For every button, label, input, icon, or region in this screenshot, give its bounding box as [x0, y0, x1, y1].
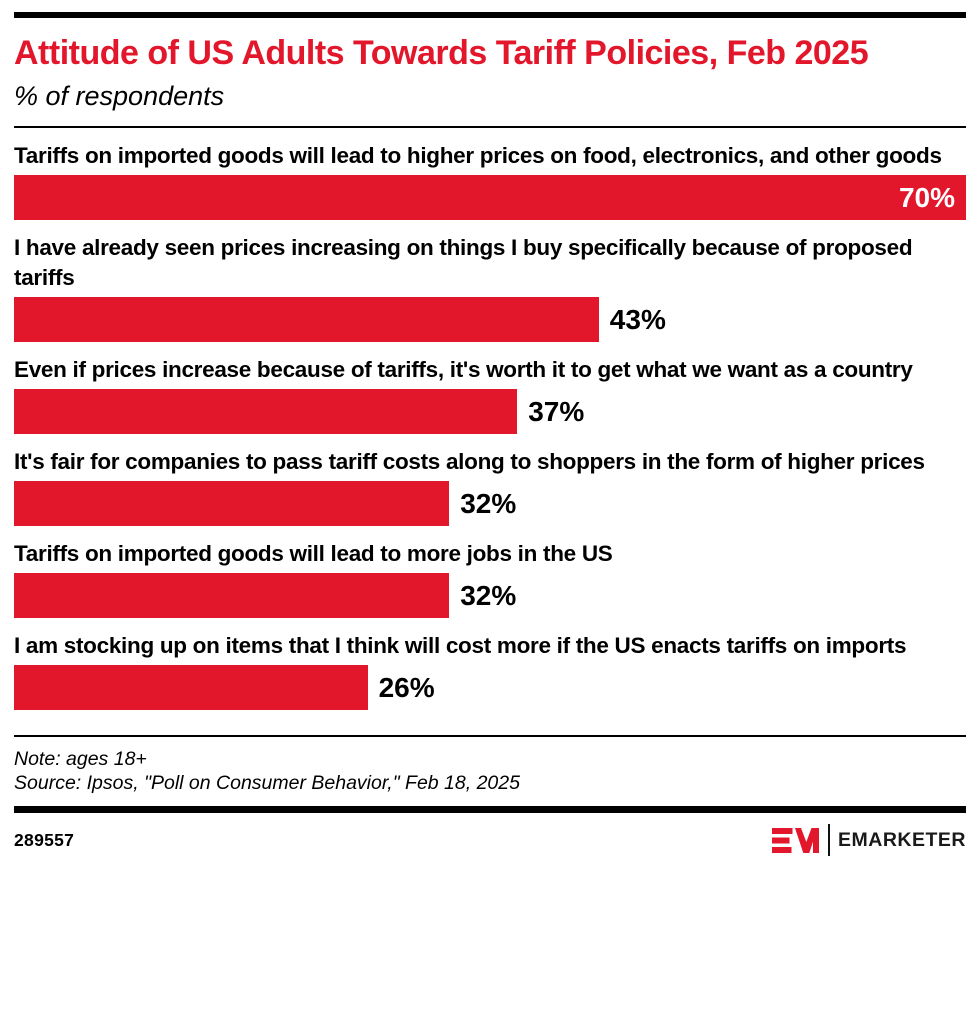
bar-row: 37% — [14, 389, 966, 435]
brand-logo: EMARKETER — [771, 824, 966, 857]
bar-value-outside: 32% — [460, 487, 517, 519]
chart-subtitle: % of respondents — [14, 81, 225, 112]
bar-row: 32% — [14, 481, 966, 527]
bar-row: 26% — [14, 665, 966, 711]
bar: 70% — [14, 175, 966, 221]
bar-chart-item: It's fair for companies to pass tariff c… — [14, 447, 966, 527]
bar — [14, 665, 368, 711]
bar-label: I am stocking up on items that I think w… — [14, 633, 907, 659]
emarketer-logo-icon — [771, 827, 819, 853]
footer-rule — [14, 806, 966, 814]
source-text: Source: Ipsos, "Poll on Consumer Behavio… — [14, 772, 520, 795]
bar-label: Tariffs on imported goods will lead to h… — [14, 143, 942, 169]
bar-chart: Tariffs on imported goods will lead to h… — [14, 128, 966, 735]
notes-block: Note: ages 18+ Source: Ipsos, "Poll on C… — [14, 747, 966, 795]
bar — [14, 573, 450, 619]
bar-label: I have already seen prices increasing on… — [14, 235, 913, 291]
bar-label: Tariffs on imported goods will lead to m… — [14, 541, 613, 567]
chart-title: Attitude of US Adults Towards Tariff Pol… — [14, 34, 869, 72]
bar-chart-item: Even if prices increase because of tarif… — [14, 355, 966, 435]
bar-value-outside: 37% — [528, 395, 585, 427]
footer: 289557 EMARKETER — [14, 824, 966, 857]
chart-id: 289557 — [14, 829, 75, 850]
bar-value-inside: 70% — [898, 181, 955, 213]
bar-chart-item: Tariffs on imported goods will lead to h… — [14, 141, 966, 221]
bar-chart-item: I have already seen prices increasing on… — [14, 233, 966, 343]
bar-value-outside: 43% — [609, 303, 666, 335]
bar-value-outside: 26% — [378, 671, 435, 703]
bar — [14, 481, 450, 527]
bar-chart-item: Tariffs on imported goods will lead to m… — [14, 539, 966, 619]
bar-chart-item: I am stocking up on items that I think w… — [14, 631, 966, 711]
chart-bottom-divider — [14, 735, 966, 738]
bar-row: 70% — [14, 175, 966, 221]
bar-row: 43% — [14, 297, 966, 343]
bar-label: It's fair for companies to pass tariff c… — [14, 449, 925, 475]
header-divider — [14, 126, 966, 129]
bar — [14, 389, 518, 435]
bar-row: 32% — [14, 573, 966, 619]
bar-label: Even if prices increase because of tarif… — [14, 357, 913, 383]
bar — [14, 297, 599, 343]
top-rule — [14, 12, 966, 18]
brand-wordmark: EMARKETER — [837, 828, 966, 851]
bar-value-outside: 32% — [460, 579, 517, 611]
brand-separator — [827, 824, 830, 857]
note-text: Note: ages 18+ — [14, 748, 147, 771]
